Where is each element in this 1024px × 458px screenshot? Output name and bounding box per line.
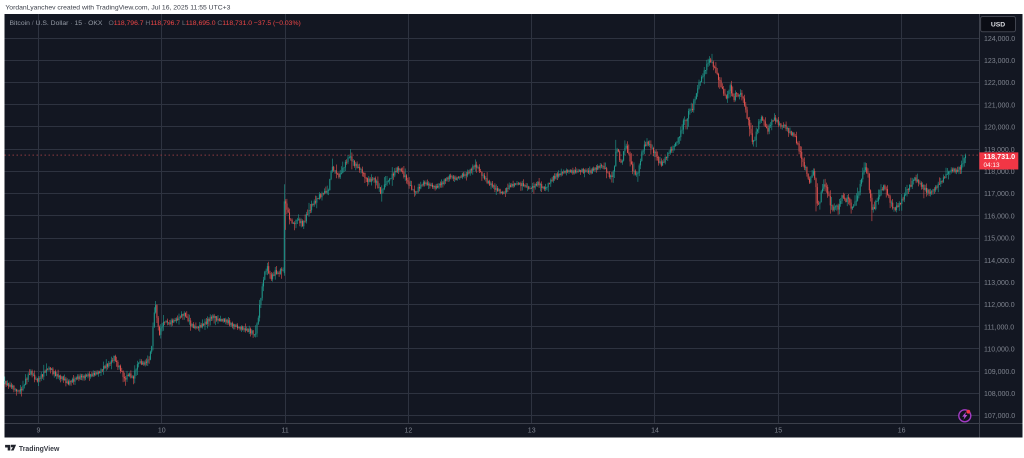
svg-text:TradingView: TradingView [19, 446, 60, 453]
svg-text:112,000.0: 112,000.0 [984, 302, 1015, 309]
svg-text:04:13: 04:13 [984, 162, 1000, 169]
svg-text:108,000.0: 108,000.0 [984, 391, 1015, 398]
svg-text:120,000.0: 120,000.0 [984, 125, 1015, 132]
svg-text:115,000.0: 115,000.0 [984, 236, 1015, 243]
svg-text:119,000.0: 119,000.0 [984, 147, 1015, 154]
svg-text:YordanLyanchev created with Tr: YordanLyanchev created with TradingView.… [5, 5, 230, 12]
svg-text:114,000.0: 114,000.0 [984, 258, 1015, 265]
svg-text:122,000.0: 122,000.0 [984, 80, 1015, 87]
svg-text:12: 12 [405, 427, 413, 434]
svg-text:118,731.0: 118,731.0 [984, 152, 1016, 161]
svg-text:14: 14 [651, 427, 659, 434]
svg-text:124,000.0: 124,000.0 [984, 36, 1015, 43]
svg-text:10: 10 [158, 427, 166, 434]
svg-text:121,000.0: 121,000.0 [984, 102, 1015, 109]
svg-text:116,000.0: 116,000.0 [984, 213, 1015, 220]
svg-text:109,000.0: 109,000.0 [984, 369, 1015, 376]
svg-text:107,000.0: 107,000.0 [984, 413, 1015, 420]
svg-text:15: 15 [774, 427, 782, 434]
svg-text:123,000.0: 123,000.0 [984, 58, 1015, 65]
svg-text:Bitcoin / U.S. Dollar · 15 · O: Bitcoin / U.S. Dollar · 15 · OKX [10, 20, 103, 27]
svg-text:13: 13 [528, 427, 536, 434]
svg-text:117,000.0: 117,000.0 [984, 191, 1015, 198]
svg-text:9: 9 [37, 427, 41, 434]
svg-text:16: 16 [898, 427, 906, 434]
svg-text:USD: USD [991, 22, 1005, 29]
svg-text:O118,796.7 H118,796.7 L118,695: O118,796.7 H118,796.7 L118,695.0 C118,73… [109, 20, 301, 27]
svg-text:11: 11 [281, 427, 288, 434]
svg-text:113,000.0: 113,000.0 [984, 280, 1015, 287]
svg-text:111,000.0: 111,000.0 [984, 324, 1014, 331]
svg-text:118,000.0: 118,000.0 [984, 169, 1015, 176]
svg-text:110,000.0: 110,000.0 [984, 347, 1015, 354]
